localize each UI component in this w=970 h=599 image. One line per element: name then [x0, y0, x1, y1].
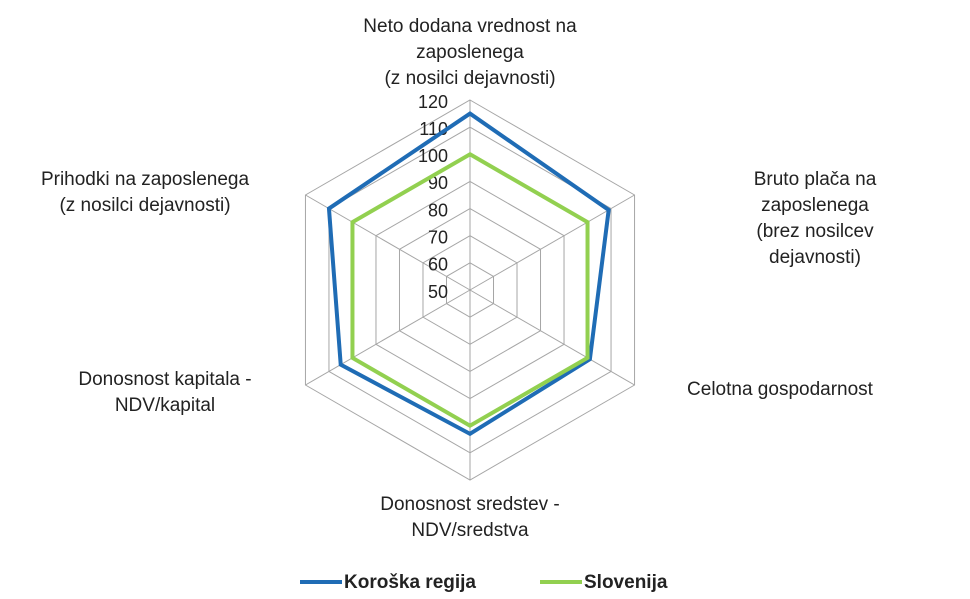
axis-label: Celotna gospodarnost [687, 379, 873, 400]
spoke [305, 194, 471, 291]
tick-label: 100 [418, 146, 448, 166]
tick-label: 120 [418, 92, 448, 112]
tick-label: 90 [428, 173, 448, 193]
tick-label: 60 [428, 255, 448, 275]
series-line [326, 111, 611, 437]
tick-label: 80 [428, 200, 448, 220]
axis-label: Neto dodana vrednost na zaposlenega (z n… [363, 16, 577, 89]
legend-label: Koroška regija [344, 572, 476, 593]
axis-label: Bruto plača na zaposlenega (brez nosilce… [753, 169, 877, 268]
axis-label: Donosnost kapitala - NDV/kapital [78, 369, 252, 416]
series-line [350, 151, 590, 429]
tick-label: 70 [428, 227, 448, 247]
axis-label: Donosnost sredstev - NDV/sredstva [380, 494, 560, 541]
tick-label: 50 [428, 282, 448, 302]
axis-label: Prihodki na zaposlenega (z nosilci dejav… [40, 169, 250, 216]
spoke [469, 289, 635, 386]
legend-label: Slovenija [584, 572, 668, 593]
spoke [305, 289, 471, 386]
